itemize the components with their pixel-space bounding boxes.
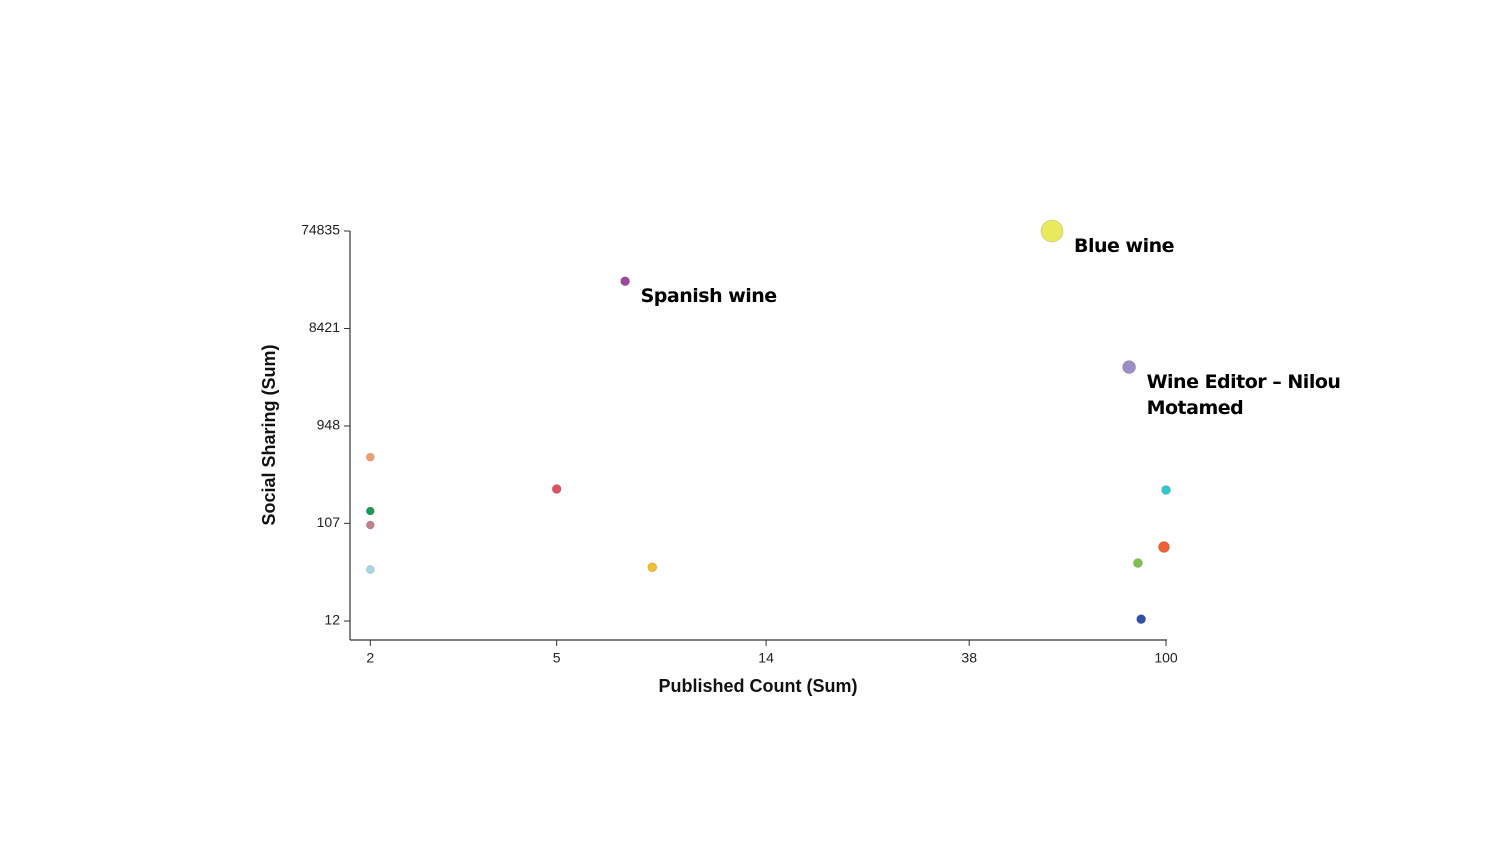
point-label: Wine Editor – Nilou Motamed — [1146, 371, 1341, 420]
point — [647, 562, 658, 573]
y-axis-title: Social Sharing (Sum) — [259, 344, 279, 525]
point — [1122, 360, 1136, 374]
x-tick-label: 100 — [1154, 650, 1178, 666]
x-axis-title: Published Count (Sum) — [659, 676, 858, 696]
point — [551, 484, 562, 494]
x-tick-label: 38 — [961, 650, 977, 666]
point — [365, 520, 375, 530]
point — [1161, 485, 1171, 495]
y-tick-label: 948 — [317, 417, 341, 433]
x-tick-label: 5 — [553, 650, 561, 666]
x-tick-label: 14 — [758, 650, 774, 666]
point — [1136, 614, 1147, 625]
point — [1133, 558, 1143, 568]
y-tick-label: 107 — [317, 514, 341, 530]
y-tick-label: 12 — [324, 612, 340, 628]
point — [365, 452, 375, 462]
x-tick-label: 2 — [366, 650, 374, 666]
y-tick-label: 8421 — [309, 319, 340, 335]
point — [365, 506, 375, 516]
point — [365, 565, 375, 574]
point — [1158, 541, 1170, 553]
point — [620, 276, 631, 287]
y-tick-label: 74835 — [301, 222, 340, 238]
point-label: Spanish wine — [640, 285, 778, 308]
point-label: Blue wine — [1074, 235, 1175, 258]
point — [1040, 219, 1064, 243]
